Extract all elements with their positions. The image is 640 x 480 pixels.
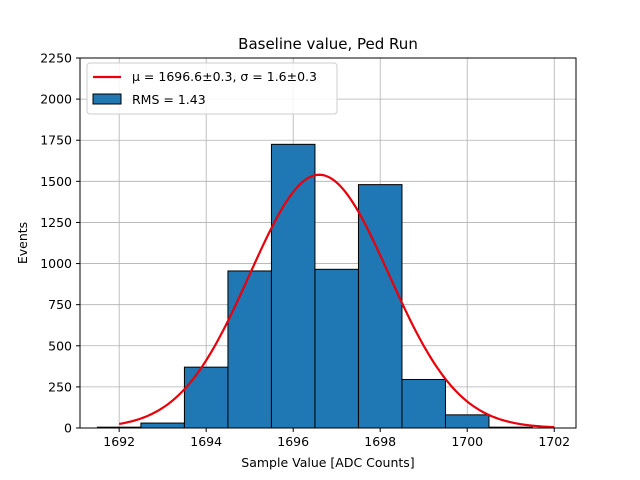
histogram-bar (270, 143, 316, 429)
legend: μ = 1696.6±0.3, σ = 1.6±0.3 RMS = 1.43 (86, 62, 338, 115)
plot-frame (79, 57, 577, 429)
y-tick-label: 2250 (40, 51, 72, 66)
histogram-bar (444, 414, 490, 429)
histogram-bar (314, 268, 359, 429)
legend-box (86, 62, 338, 115)
histogram-bars (96, 143, 533, 429)
x-axis-ticks: 1692 1694 1696 1698 1700 1702 (103, 428, 570, 449)
histogram-bar (227, 270, 272, 429)
y-tick-label: 1250 (40, 215, 72, 230)
y-tick-label: 500 (48, 338, 72, 353)
y-tick-label: 250 (48, 379, 72, 394)
legend-histogram-swatch (92, 93, 122, 105)
histogram-bar (401, 378, 446, 429)
x-tick-label: 1702 (538, 434, 570, 449)
x-tick-label: 1692 (103, 434, 135, 449)
y-axis-ticks: 0 250 500 750 1000 1250 1500 1750 2000 2250 (40, 51, 80, 436)
y-tick-label: 0 (64, 421, 72, 436)
y-tick-label: 1500 (40, 174, 72, 189)
x-tick-label: 1694 (190, 434, 222, 449)
y-tick-label: 2000 (40, 92, 72, 107)
x-tick-label: 1698 (364, 434, 396, 449)
chart-title: Baseline value, Ped Run (238, 35, 418, 53)
legend-histogram-label: RMS = 1.43 (132, 92, 206, 107)
y-tick-label: 1750 (40, 133, 72, 148)
y-tick-label: 1000 (40, 256, 72, 271)
x-axis-label: Sample Value [ADC Counts] (241, 455, 414, 470)
histogram-bar (357, 184, 403, 429)
histogram-bar (183, 366, 229, 429)
x-tick-label: 1700 (451, 434, 483, 449)
histogram-bar (140, 422, 185, 429)
y-tick-label: 750 (48, 297, 72, 312)
legend-fit-label: μ = 1696.6±0.3, σ = 1.6±0.3 (132, 69, 317, 84)
gaussian-fit-curve (118, 173, 555, 429)
x-tick-label: 1696 (277, 434, 309, 449)
y-axis-label: Events (15, 222, 30, 264)
